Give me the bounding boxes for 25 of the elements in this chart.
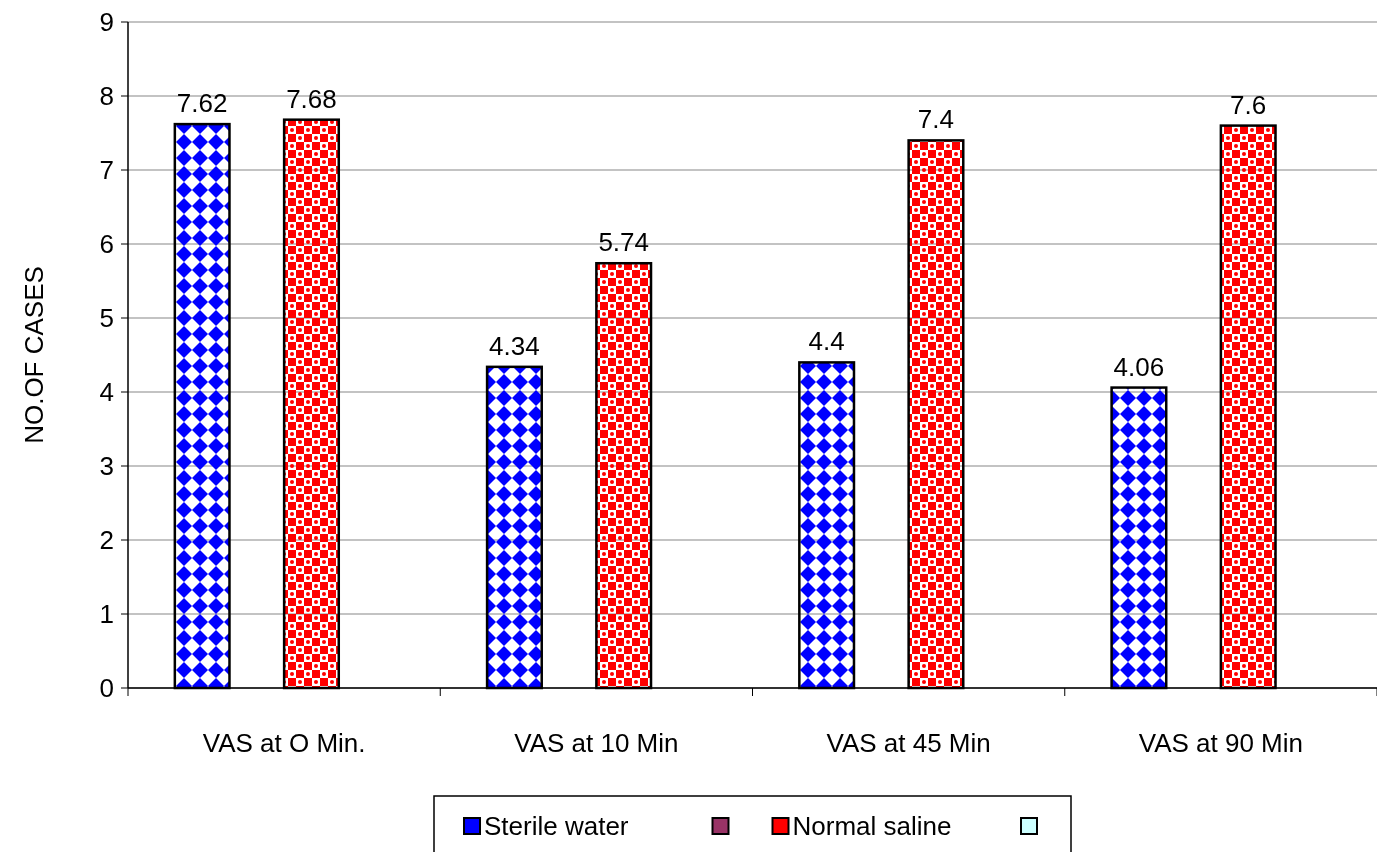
- y-tick-label: 5: [99, 303, 114, 334]
- y-tick-label: 7: [99, 155, 114, 186]
- data-label: 4.4: [808, 326, 845, 357]
- data-label: 4.34: [489, 330, 540, 361]
- y-tick-label: 0: [99, 673, 114, 704]
- y-tick-label: 2: [99, 525, 114, 556]
- y-tick-label: 9: [99, 7, 114, 38]
- y-tick-label: 8: [99, 81, 114, 112]
- data-label: 7.6: [1230, 89, 1267, 120]
- data-label: 5.74: [598, 227, 649, 258]
- legend-label: Normal saline: [792, 811, 952, 842]
- data-label: 4.06: [1113, 351, 1165, 382]
- y-tick-label: 1: [99, 599, 114, 630]
- y-tick-label: 6: [99, 229, 114, 260]
- x-tick-label: VAS at 90 Min: [1138, 728, 1304, 758]
- data-label: 7.62: [176, 88, 228, 119]
- data-label: 7.68: [286, 83, 337, 114]
- y-tick-label: 4: [99, 377, 114, 408]
- x-tick-label: VAS at 45 Min: [826, 728, 991, 758]
- y-axis-title: NO.OF CASES: [19, 266, 49, 444]
- y-tick-label: 3: [99, 451, 114, 482]
- data-label: 7.4: [917, 104, 955, 135]
- legend-label: Sterile water: [484, 811, 629, 842]
- x-tick-label: VAS at 10 Min: [514, 728, 679, 758]
- x-tick-label: VAS at O Min.: [202, 728, 366, 758]
